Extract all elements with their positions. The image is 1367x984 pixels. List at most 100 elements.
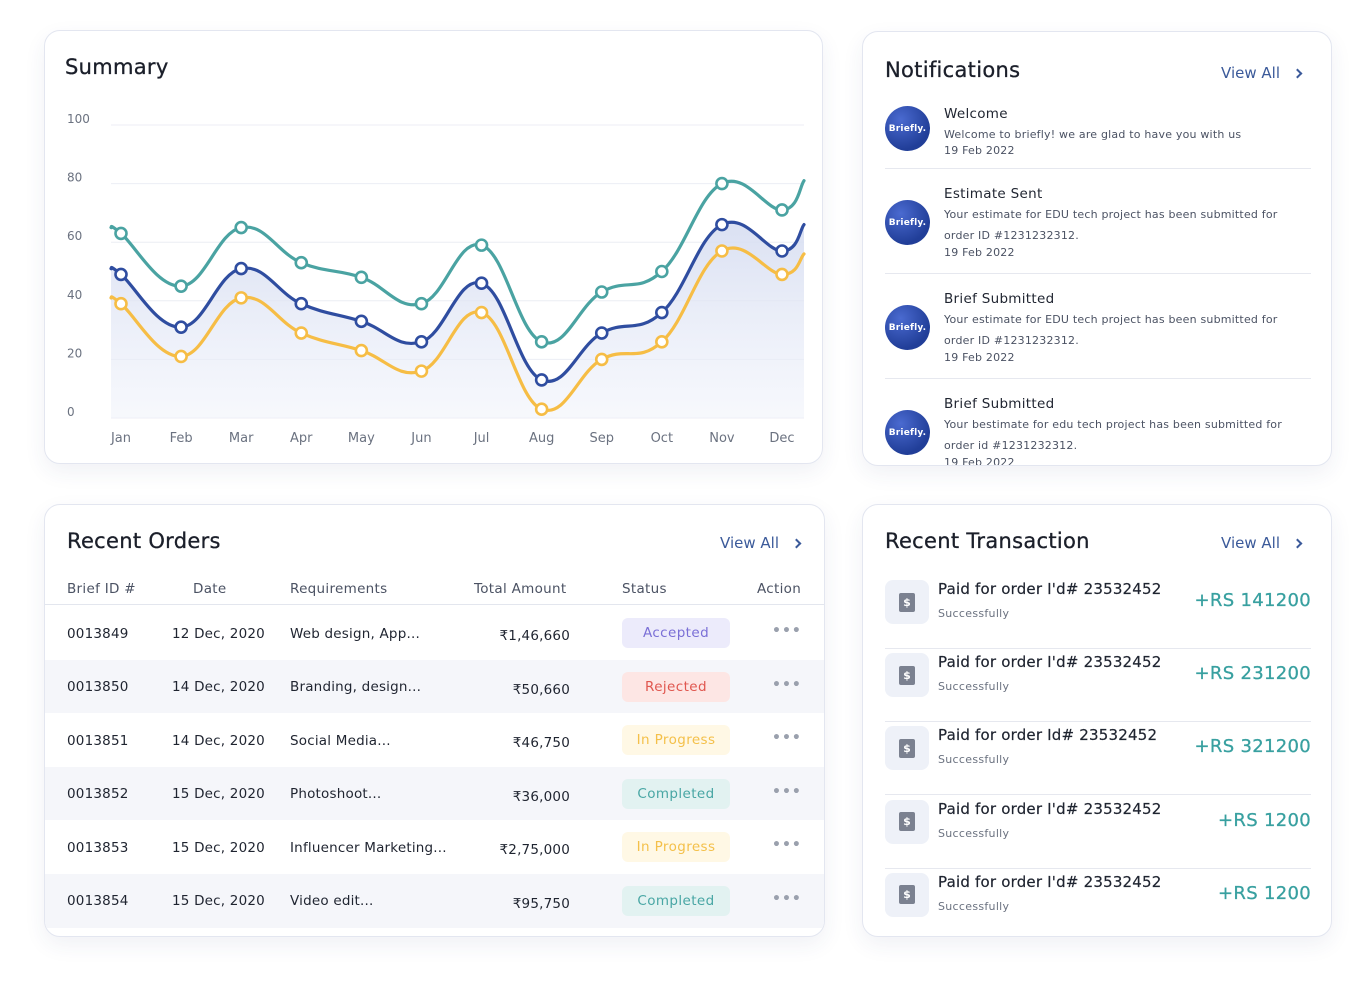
- notification-title: Estimate Sent: [944, 186, 1043, 202]
- column-header: Date: [193, 581, 227, 597]
- transaction-item[interactable]: $ Paid for order I'd# 23532452 Successfull…: [885, 869, 1311, 936]
- date-cell: 14 Dec, 2020: [172, 733, 265, 750]
- recent-orders-card: Recent Orders View All Brief ID # Date R…: [44, 504, 825, 937]
- summary-card: Summary 100 80 60 40 20 0 Jan Feb Mar Apr May Jun Ju…: [44, 30, 823, 464]
- data-point[interactable]: [715, 176, 729, 191]
- column-header: Requirements: [290, 581, 388, 597]
- more-options-icon[interactable]: •••: [772, 837, 802, 854]
- more-options-icon[interactable]: •••: [772, 783, 802, 800]
- data-point[interactable]: [414, 335, 429, 349]
- amount-cell: ₹46,750: [512, 735, 570, 752]
- data-point[interactable]: [414, 296, 429, 311]
- data-point[interactable]: [414, 364, 429, 378]
- notification-message: Welcome to briefly! we are glad to have …: [944, 128, 1242, 141]
- receipt-icon: $: [885, 799, 929, 844]
- transaction-item[interactable]: $ Paid for order I'd# 23532452 Successfull…: [885, 796, 1311, 869]
- summary-title: Summary: [65, 55, 169, 79]
- y-tick-label: 60: [67, 229, 82, 243]
- data-point[interactable]: [655, 305, 669, 320]
- transaction-status: Successfully: [938, 899, 1010, 913]
- column-header: Brief ID #: [67, 581, 136, 597]
- requirements-cell: Social Media...: [290, 733, 391, 750]
- data-point[interactable]: [474, 305, 489, 320]
- briefly-avatar: Briefly.: [885, 305, 930, 350]
- data-point[interactable]: [354, 343, 369, 358]
- requirements-cell: Web design, App...: [290, 626, 420, 642]
- notification-date: 19 Feb 2022: [944, 144, 1015, 157]
- data-point[interactable]: [775, 267, 789, 282]
- chevron-right-icon: [791, 538, 802, 548]
- transaction-title: Paid for order I'd# 23532452: [938, 653, 1162, 672]
- data-point[interactable]: [655, 264, 669, 279]
- table-row[interactable]: 0013849 12 Dec, 2020 Web design, App... ₹1,…: [45, 606, 824, 660]
- data-point[interactable]: [594, 352, 609, 367]
- notification-date: 19 Feb 2022: [944, 456, 1015, 466]
- data-point[interactable]: [775, 203, 789, 217]
- transaction-status: Successfully: [938, 680, 1010, 694]
- transactions-view-all-link[interactable]: View All: [1221, 534, 1303, 552]
- table-row[interactable]: 0013851 14 Dec, 2020 Social Media... ₹46,75…: [45, 713, 824, 767]
- chevron-right-icon: [1292, 538, 1303, 548]
- transaction-amount: +RS 231200: [1194, 663, 1311, 685]
- transaction-item[interactable]: $ Paid for order Id# 23532452 Successfully…: [885, 722, 1311, 796]
- more-options-icon[interactable]: •••: [772, 676, 802, 693]
- transaction-status: Successfully: [938, 753, 1010, 767]
- data-point[interactable]: [655, 335, 669, 349]
- data-point[interactable]: [594, 326, 609, 340]
- data-point[interactable]: [534, 373, 549, 387]
- brief-id-cell: 0013853: [67, 840, 129, 857]
- briefly-avatar: Briefly.: [885, 106, 930, 151]
- data-point[interactable]: [294, 296, 309, 311]
- data-point[interactable]: [114, 226, 128, 241]
- status-badge: In Progress: [622, 725, 730, 756]
- more-options-icon[interactable]: •••: [772, 891, 802, 907]
- data-point[interactable]: [174, 320, 188, 334]
- data-point[interactable]: [534, 335, 549, 349]
- requirements-cell: Video edit...: [290, 893, 374, 909]
- chevron-right-icon: [1292, 68, 1303, 78]
- orders-view-all-link[interactable]: View All: [720, 534, 802, 552]
- date-cell: 15 Dec, 2020: [172, 840, 265, 857]
- amount-cell: ₹50,660: [512, 681, 570, 698]
- brief-id-cell: 0013849: [67, 626, 129, 642]
- data-point[interactable]: [234, 291, 248, 305]
- view-all-label: View All: [720, 534, 779, 552]
- notifications-view-all-link[interactable]: View All: [1221, 64, 1303, 82]
- orders-table-header: Brief ID # Date Requirements Total Amoun…: [45, 581, 824, 605]
- data-point[interactable]: [594, 285, 609, 299]
- transaction-item[interactable]: $ Paid for order I'd# 23532452 Successfull…: [885, 576, 1311, 649]
- y-tick-label: 80: [67, 171, 82, 185]
- data-point[interactable]: [354, 270, 369, 285]
- amount-cell: ₹2,75,000: [499, 842, 570, 859]
- data-point[interactable]: [294, 255, 309, 270]
- data-point[interactable]: [174, 279, 188, 293]
- date-cell: 15 Dec, 2020: [172, 893, 265, 909]
- more-options-icon[interactable]: •••: [772, 730, 802, 747]
- table-row[interactable]: 0013850 14 Dec, 2020 Branding, design... ₹5…: [45, 659, 824, 714]
- status-badge: Completed: [622, 886, 730, 916]
- y-tick-label: 40: [67, 288, 82, 302]
- data-point[interactable]: [474, 238, 489, 252]
- data-point[interactable]: [354, 314, 369, 329]
- data-point[interactable]: [234, 261, 248, 276]
- y-tick-label: 20: [67, 346, 82, 360]
- data-point[interactable]: [715, 217, 729, 232]
- table-row[interactable]: 0013852 15 Dec, 2020 Photoshoot... ₹36,000 C…: [45, 766, 824, 821]
- more-options-icon[interactable]: •••: [772, 623, 802, 639]
- data-point[interactable]: [114, 267, 128, 282]
- data-point[interactable]: [775, 244, 789, 258]
- table-row[interactable]: 0013854 15 Dec, 2020 Video edit... ₹95,750 C…: [45, 874, 824, 928]
- data-point[interactable]: [474, 276, 489, 291]
- transaction-item[interactable]: $ Paid for order I'd# 23532452 Successfull…: [885, 649, 1311, 723]
- table-row[interactable]: 0013853 15 Dec, 2020 Influencer Marketing.…: [45, 820, 824, 874]
- data-point[interactable]: [715, 244, 729, 258]
- data-point[interactable]: [174, 349, 188, 364]
- data-point[interactable]: [294, 326, 309, 340]
- requirements-cell: Branding, design...: [290, 678, 422, 695]
- data-point[interactable]: [534, 402, 549, 417]
- x-tick-label: Aug: [529, 431, 554, 446]
- transaction-title: Paid for order I'd# 23532452: [938, 799, 1162, 818]
- data-point[interactable]: [234, 220, 248, 235]
- data-point[interactable]: [114, 296, 128, 311]
- date-cell: 15 Dec, 2020: [172, 785, 265, 802]
